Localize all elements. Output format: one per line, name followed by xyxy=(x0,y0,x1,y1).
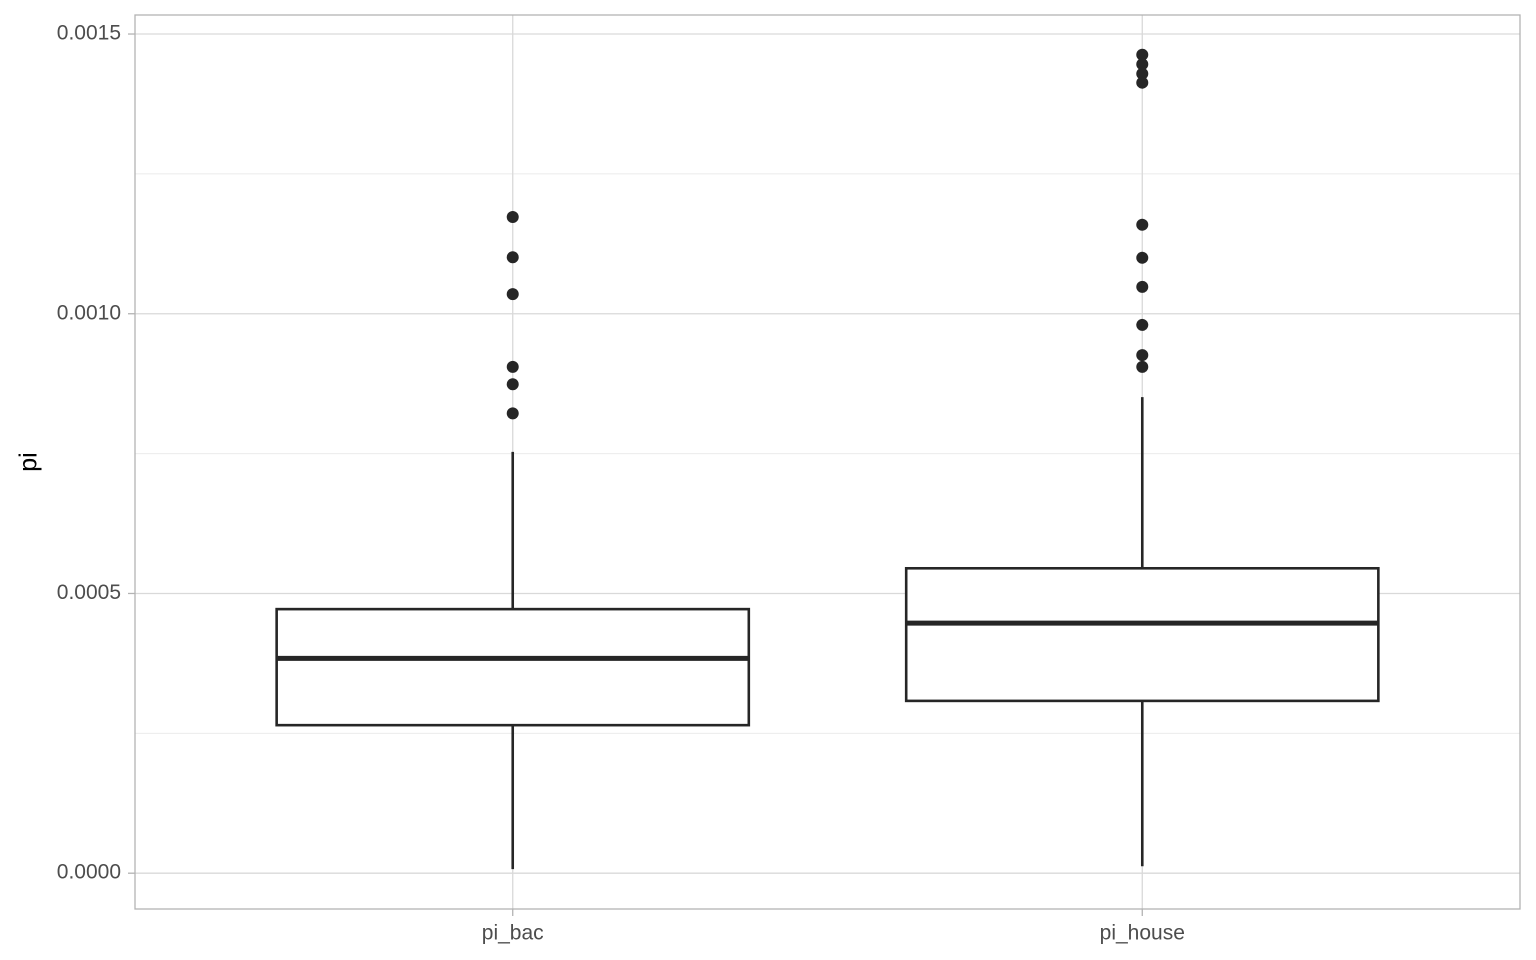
outlier xyxy=(506,210,519,223)
outlier xyxy=(1136,280,1149,293)
outlier xyxy=(506,407,519,420)
outlier xyxy=(1136,218,1149,231)
x-tick-label: pi_house xyxy=(1100,922,1185,945)
outlier xyxy=(1136,349,1149,362)
outlier xyxy=(506,378,519,391)
box xyxy=(275,607,751,727)
outlier xyxy=(1136,360,1149,373)
outlier xyxy=(1136,318,1149,331)
y-tick-label: 0.0005 xyxy=(57,581,121,604)
panel-border xyxy=(134,14,1521,910)
outlier xyxy=(1136,58,1149,71)
y-tick-label: 0.0015 xyxy=(57,22,121,45)
y-tick-label: 0.0000 xyxy=(57,861,121,884)
box xyxy=(904,566,1380,703)
outlier xyxy=(1136,251,1149,264)
y-axis-label: pi xyxy=(15,452,43,471)
x-tick-label: pi_bac xyxy=(482,922,544,945)
outlier xyxy=(506,288,519,301)
outlier xyxy=(1136,76,1149,89)
y-tick-label: 0.0010 xyxy=(57,301,121,324)
outlier xyxy=(506,360,519,373)
outlier xyxy=(1136,48,1149,61)
outlier xyxy=(506,251,519,264)
outlier xyxy=(1136,67,1149,80)
